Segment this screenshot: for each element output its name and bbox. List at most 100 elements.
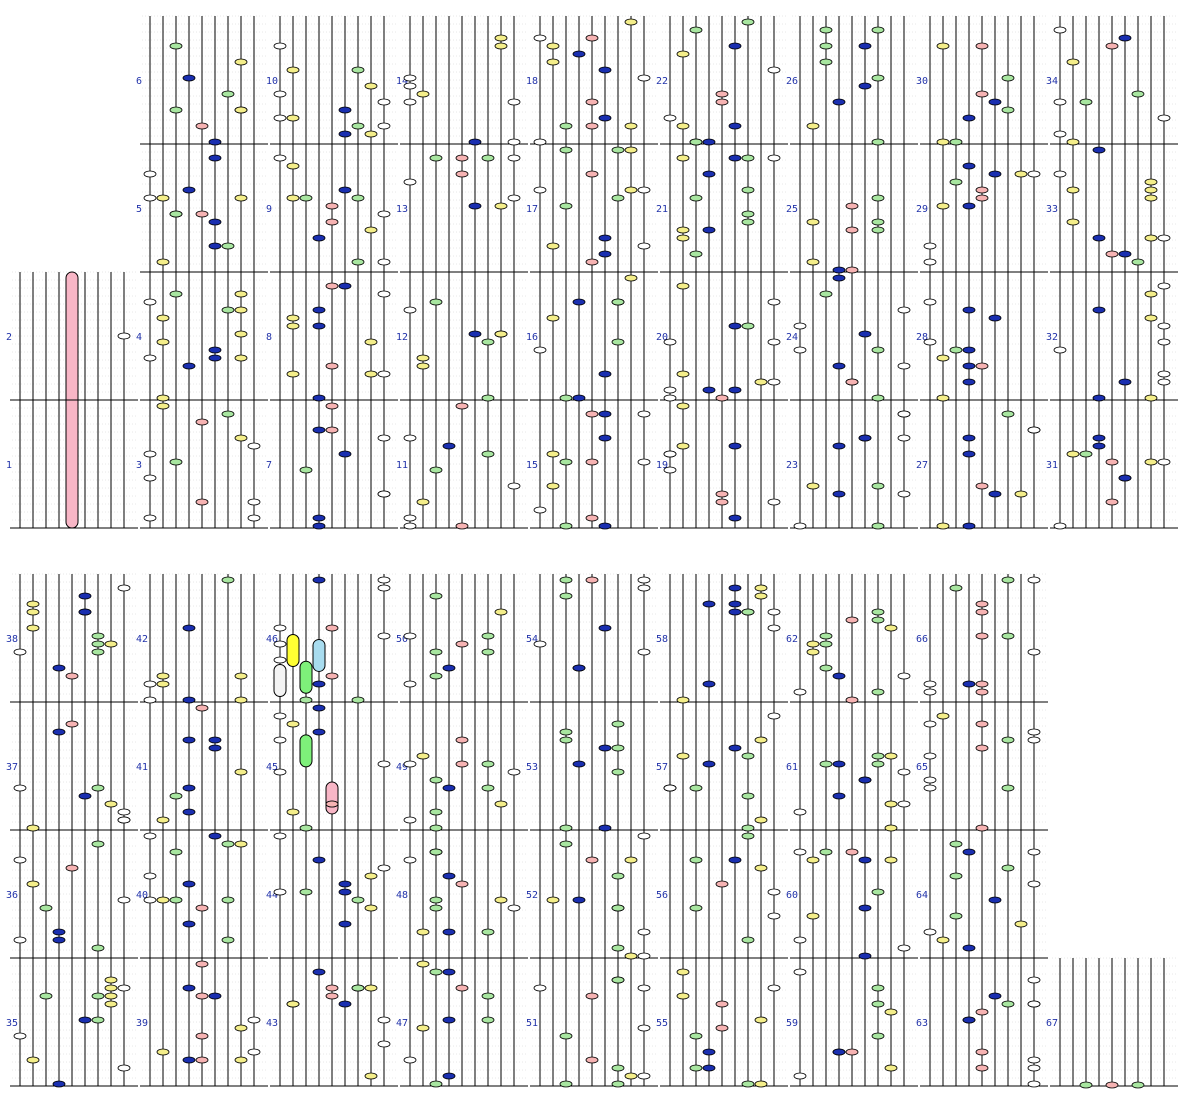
tap-note-white <box>923 298 937 306</box>
tap-note-white <box>793 968 807 976</box>
tap-note-green <box>949 584 963 592</box>
tap-note-yellow <box>806 122 820 130</box>
tap-note-white <box>507 482 521 490</box>
tap-note-green <box>559 840 573 848</box>
tap-note-green <box>169 290 183 298</box>
tap-note-white <box>533 640 547 648</box>
tap-note-green <box>871 74 885 82</box>
measure-number: 61 <box>786 762 798 773</box>
tap-note-white <box>403 434 417 442</box>
measure-number: 6 <box>136 76 142 87</box>
tap-note-pink <box>325 362 339 370</box>
tap-note-white <box>403 632 417 640</box>
tap-note-white <box>897 362 911 370</box>
measure-number: 21 <box>656 204 668 215</box>
tap-note-blue <box>338 1000 352 1008</box>
tap-note-yellow <box>234 106 248 114</box>
tap-note-blue <box>1118 378 1132 386</box>
tap-note-blue <box>208 218 222 226</box>
tap-note-pink <box>195 992 209 1000</box>
tap-note-green <box>871 138 885 146</box>
tap-note-white <box>923 720 937 728</box>
tap-note-blue <box>338 920 352 928</box>
tap-note-green <box>169 210 183 218</box>
tap-note-green <box>351 258 365 266</box>
measure-number: 55 <box>656 1018 668 1029</box>
tap-note-blue <box>572 394 586 402</box>
measure-number: 43 <box>266 1018 278 1029</box>
tap-note-yellow <box>286 314 300 322</box>
tap-note-green <box>91 784 105 792</box>
measure-number: 35 <box>6 1018 18 1029</box>
tap-note-white <box>377 490 391 498</box>
tap-note-pink <box>845 1048 859 1056</box>
tap-note-pink <box>975 680 989 688</box>
tap-note-white <box>1027 728 1041 736</box>
tap-note-white <box>1027 976 1041 984</box>
measure-number: 8 <box>266 332 272 343</box>
tap-note-green <box>481 648 495 656</box>
tap-note-white <box>897 944 911 952</box>
tap-note-green <box>871 218 885 226</box>
tap-note-green <box>611 904 625 912</box>
measure-number: 39 <box>136 1018 148 1029</box>
tap-note-green <box>481 450 495 458</box>
tap-note-white <box>403 74 417 82</box>
tap-note-yellow <box>364 226 378 234</box>
measure-number: 2 <box>6 332 12 343</box>
tap-note-white <box>767 624 781 632</box>
measure-number: 31 <box>1046 460 1058 471</box>
tap-note-green <box>351 66 365 74</box>
measure-number: 16 <box>526 332 538 343</box>
tap-note-white <box>1157 378 1171 386</box>
tap-note-blue <box>962 434 976 442</box>
tap-note-blue <box>962 680 976 688</box>
tap-note-white <box>767 498 781 506</box>
tap-note-yellow <box>234 290 248 298</box>
tap-note-white <box>1157 234 1171 242</box>
tap-note-yellow <box>234 194 248 202</box>
tap-note-blue <box>598 370 612 378</box>
tap-note-blue <box>728 154 742 162</box>
tap-note-blue <box>962 450 976 458</box>
tap-note-white <box>1157 322 1171 330</box>
tap-note-green <box>611 944 625 952</box>
tap-note-green <box>741 608 755 616</box>
tap-note-pink <box>195 904 209 912</box>
tap-note-blue <box>988 490 1002 498</box>
tap-note-yellow <box>156 402 170 410</box>
long-note-blue <box>312 638 326 672</box>
tap-note-white <box>403 514 417 522</box>
tap-note-blue <box>598 114 612 122</box>
tap-note-green <box>481 154 495 162</box>
tap-note-white <box>1053 130 1067 138</box>
tap-note-white <box>663 466 677 474</box>
tap-note-pink <box>715 90 729 98</box>
tap-note-yellow <box>26 880 40 888</box>
tap-note-white <box>143 514 157 522</box>
tap-note-white <box>637 1024 651 1032</box>
tap-note-white <box>377 122 391 130</box>
tap-note-yellow <box>416 960 430 968</box>
tap-note-blue <box>962 378 976 386</box>
tap-note-blue <box>182 984 196 992</box>
tap-note-blue <box>988 896 1002 904</box>
tap-note-blue <box>832 274 846 282</box>
tap-note-blue <box>338 888 352 896</box>
tap-note-green <box>91 944 105 952</box>
tap-note-green <box>611 338 625 346</box>
tap-note-white <box>923 338 937 346</box>
tap-note-yellow <box>156 394 170 402</box>
tap-note-yellow <box>494 330 508 338</box>
measure-number: 49 <box>396 762 408 773</box>
tap-note-yellow <box>624 186 638 194</box>
tap-note-white <box>403 178 417 186</box>
tap-note-green <box>819 640 833 648</box>
tap-note-yellow <box>234 306 248 314</box>
tap-note-blue <box>858 434 872 442</box>
tap-note-white <box>403 306 417 314</box>
tap-note-blue <box>78 792 92 800</box>
tap-note-pink <box>1105 42 1119 50</box>
tap-note-pink <box>715 98 729 106</box>
tap-note-blue <box>1118 250 1132 258</box>
